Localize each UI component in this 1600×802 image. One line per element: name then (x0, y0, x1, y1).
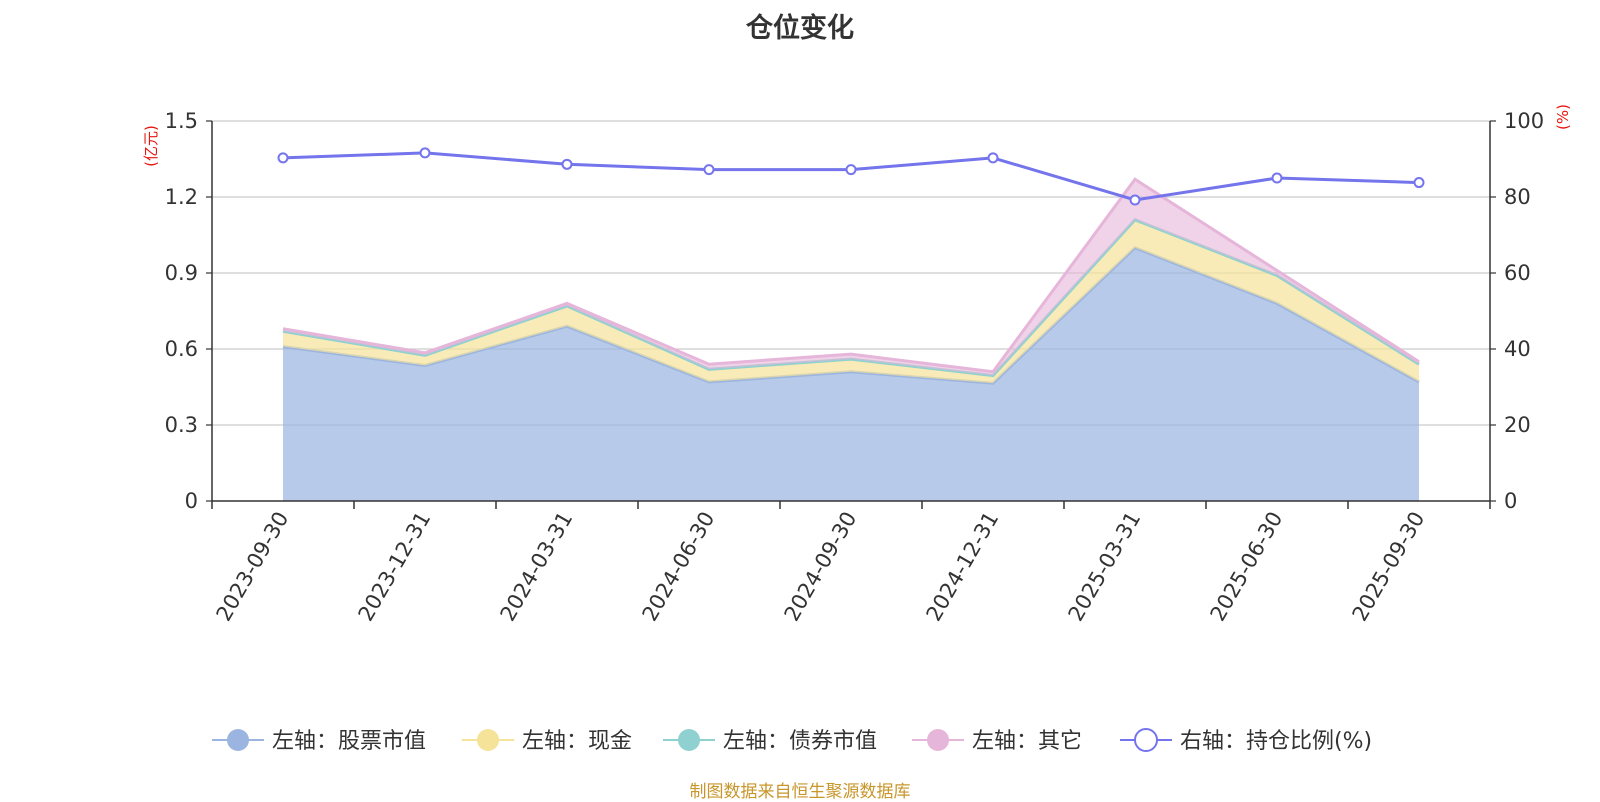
legend-label: 左轴：现金 (522, 729, 632, 754)
data-source-note: 制图数据来自恒生聚源数据库 (689, 782, 911, 802)
ratio-point (987, 152, 999, 164)
left-tick-label: 0 (185, 489, 198, 513)
legend-label: 左轴：其它 (972, 729, 1082, 754)
right-tick-label: 20 (1504, 413, 1531, 437)
legend: 左轴：股票市值 左轴：现金 左轴：债券市值 左轴：其它 右轴：持仓比例(%) (212, 728, 1372, 754)
left-tick-label: 1.5 (165, 109, 198, 133)
legend-label: 右轴：持仓比例(%) (1180, 729, 1372, 754)
legend-marker (227, 729, 249, 751)
right-tick-label: 0 (1504, 489, 1517, 513)
x-tick-label: 2023-12-31 (354, 508, 436, 626)
ratio-point (419, 147, 431, 159)
x-tick-label: 2025-03-31 (1064, 508, 1146, 626)
left-tick-label: 0.9 (165, 261, 198, 285)
right-tick-label: 40 (1504, 337, 1531, 361)
legend-label: 左轴：股票市值 (272, 729, 426, 754)
legend-item-ratio[interactable]: 右轴：持仓比例(%) (1120, 728, 1372, 754)
x-tick-label: 2024-06-30 (638, 508, 720, 626)
left-tick-label: 1.2 (165, 185, 198, 209)
ratio-point (1271, 172, 1283, 184)
x-tick-label: 2024-03-31 (496, 508, 578, 626)
ratio-point (1413, 177, 1425, 189)
ratio-point (561, 158, 573, 170)
legend-label: 左轴：债券市值 (723, 729, 877, 754)
area-edge-other (282, 177, 1420, 374)
x-tick-label: 2024-09-30 (780, 508, 862, 626)
left-axis-unit: (亿元) (142, 125, 160, 167)
x-tick-label: 2025-06-30 (1206, 508, 1288, 626)
ratio-line-layer (277, 147, 1425, 206)
legend-marker (927, 729, 949, 751)
right-tick-label: 100 (1504, 109, 1544, 133)
legend-item-other[interactable]: 左轴：其它 (912, 729, 1082, 754)
area-stock (283, 247, 1419, 501)
right-tick-label: 60 (1504, 261, 1531, 285)
legend-item-stock[interactable]: 左轴：股票市值 (212, 729, 426, 754)
legend-marker (678, 729, 700, 751)
ratio-point (845, 164, 857, 176)
ratio-point (703, 164, 715, 176)
right-tick-label: 80 (1504, 185, 1531, 209)
ratio-point (1129, 194, 1141, 206)
left-tick-label: 0.3 (165, 413, 198, 437)
chart-title: 仓位变化 (746, 13, 854, 44)
legend-marker-hollow (1134, 728, 1158, 752)
x-tick-label: 2024-12-31 (922, 508, 1004, 626)
legend-item-bond[interactable]: 左轴：债券市值 (663, 729, 877, 754)
x-tick-label: 2023-09-30 (212, 508, 294, 626)
right-axis-unit: (%) (1554, 104, 1572, 130)
x-tick-label: 2025-09-30 (1348, 508, 1430, 626)
ratio-line (282, 151, 1420, 202)
legend-marker (477, 729, 499, 751)
stacked-areas (282, 177, 1420, 501)
left-tick-label: 0.6 (165, 337, 198, 361)
legend-item-cash[interactable]: 左轴：现金 (462, 729, 632, 754)
ratio-point (277, 152, 289, 164)
